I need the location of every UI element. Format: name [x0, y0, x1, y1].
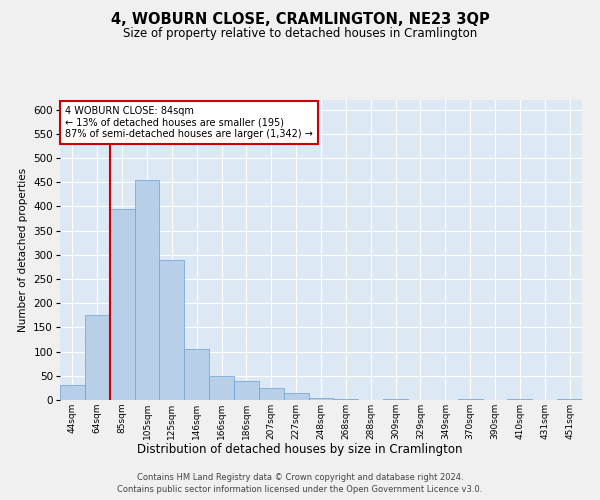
Text: 4, WOBURN CLOSE, CRAMLINGTON, NE23 3QP: 4, WOBURN CLOSE, CRAMLINGTON, NE23 3QP: [110, 12, 490, 28]
Bar: [60, 386, 85, 400]
Bar: [308, 398, 334, 400]
Bar: [458, 399, 482, 400]
Text: Distribution of detached houses by size in Cramlington: Distribution of detached houses by size …: [137, 442, 463, 456]
Bar: [234, 380, 259, 400]
Text: Size of property relative to detached houses in Cramlington: Size of property relative to detached ho…: [123, 28, 477, 40]
Bar: [209, 376, 234, 400]
Bar: [184, 349, 209, 400]
Bar: [110, 209, 134, 400]
Bar: [134, 180, 160, 400]
Y-axis label: Number of detached properties: Number of detached properties: [18, 168, 28, 332]
Text: Contains HM Land Registry data © Crown copyright and database right 2024.: Contains HM Land Registry data © Crown c…: [137, 472, 463, 482]
Text: 4 WOBURN CLOSE: 84sqm
← 13% of detached houses are smaller (195)
87% of semi-det: 4 WOBURN CLOSE: 84sqm ← 13% of detached …: [65, 106, 313, 139]
Bar: [557, 399, 582, 400]
Bar: [284, 392, 308, 400]
Bar: [85, 316, 110, 400]
Bar: [334, 399, 358, 400]
Bar: [160, 260, 184, 400]
Bar: [383, 399, 408, 400]
Text: Contains public sector information licensed under the Open Government Licence v3: Contains public sector information licen…: [118, 485, 482, 494]
Bar: [259, 388, 284, 400]
Bar: [508, 399, 532, 400]
